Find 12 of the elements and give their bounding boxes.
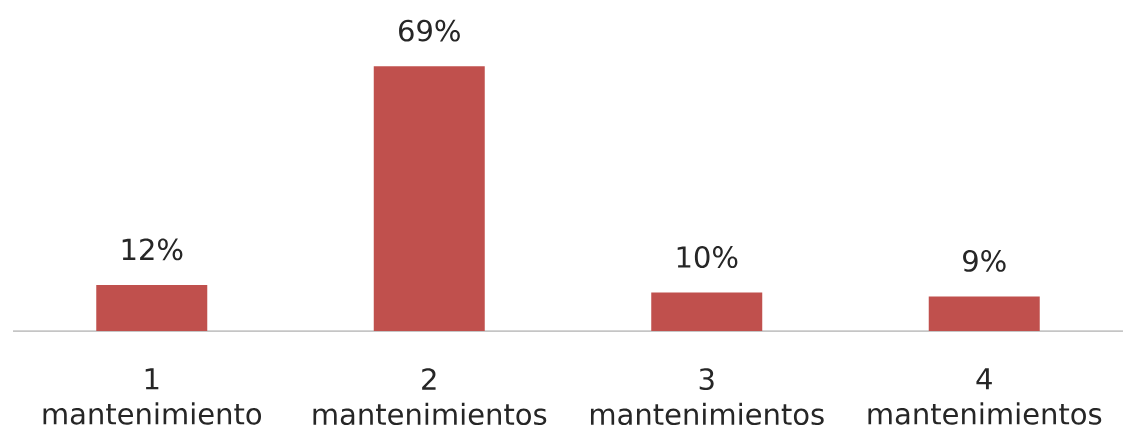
data-label: 12% xyxy=(122,238,183,261)
bar xyxy=(373,66,485,331)
bar xyxy=(96,284,208,331)
bar xyxy=(928,296,1040,331)
x-tick-label: 3 mantenimientos xyxy=(590,368,824,426)
x-tick-label: 4 mantenimientos xyxy=(868,368,1102,425)
x-tick-label: 1 mantenimiento xyxy=(43,368,262,425)
data-label: 10% xyxy=(677,246,738,269)
x-tick-label: 2 mantenimientos xyxy=(313,368,547,426)
bar xyxy=(651,292,763,331)
data-label: 69% xyxy=(399,19,460,42)
data-label: 9% xyxy=(963,249,1006,272)
